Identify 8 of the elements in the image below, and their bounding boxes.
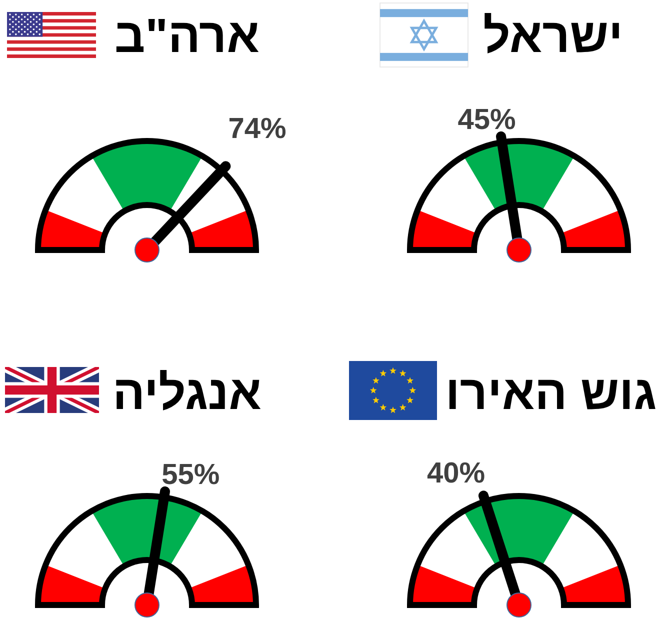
chart-title: ישראל	[482, 10, 624, 63]
chart-title: אנגליה	[112, 367, 262, 420]
text: 74%	[228, 112, 286, 145]
text: 55%	[162, 459, 220, 492]
chart-title: ארה"ב	[114, 10, 260, 63]
chart-title: גוש האירו	[445, 367, 657, 420]
text: 45%	[458, 104, 516, 136]
text: 40%	[427, 457, 486, 490]
